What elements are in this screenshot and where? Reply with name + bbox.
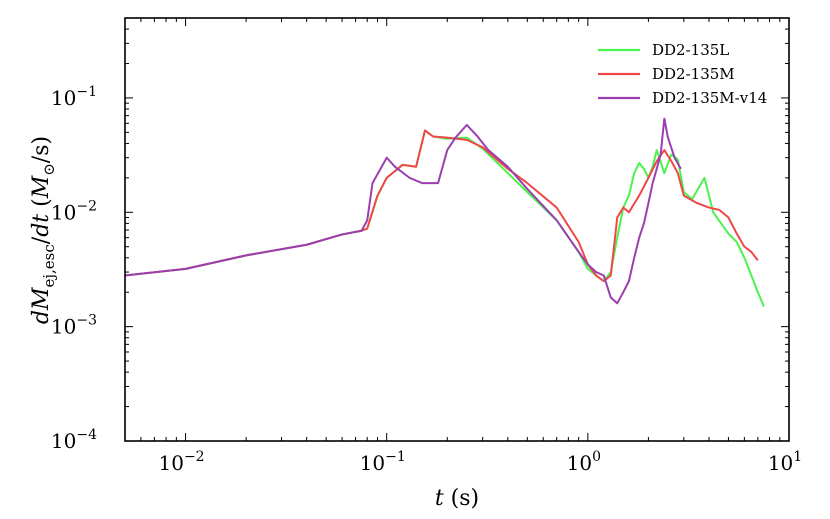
y-tick-label: 10−1 bbox=[51, 84, 97, 110]
y-axis-label: dMej,esc/dt (M⊙/s) bbox=[29, 136, 58, 324]
legend: DD2-135L DD2-135M DD2-135M-v14 bbox=[598, 41, 767, 107]
y-tick-label: 10−4 bbox=[51, 427, 97, 453]
y-tick-label: 10−3 bbox=[51, 313, 97, 339]
plot-frame bbox=[124, 17, 790, 442]
x-tick-label: 10−2 bbox=[159, 449, 205, 475]
y-tick-label: 10−2 bbox=[51, 198, 97, 224]
x-axis-label: t (s) bbox=[435, 486, 479, 511]
x-tick-label: 10−1 bbox=[360, 449, 406, 475]
x-tick-label: 101 bbox=[768, 449, 802, 475]
legend-label-2: DD2-135M-v14 bbox=[652, 89, 767, 107]
series-line-2 bbox=[125, 117, 682, 305]
series-layer bbox=[125, 117, 765, 307]
ticks-layer: 10−2 10−1 100 101 10−4 10−3 10−2 10−1 bbox=[51, 17, 802, 475]
x-tick-label: 100 bbox=[567, 449, 601, 475]
legend-label-1: DD2-135M bbox=[652, 65, 735, 83]
series-line-1 bbox=[125, 129, 759, 283]
legend-label-0: DD2-135L bbox=[652, 41, 729, 59]
